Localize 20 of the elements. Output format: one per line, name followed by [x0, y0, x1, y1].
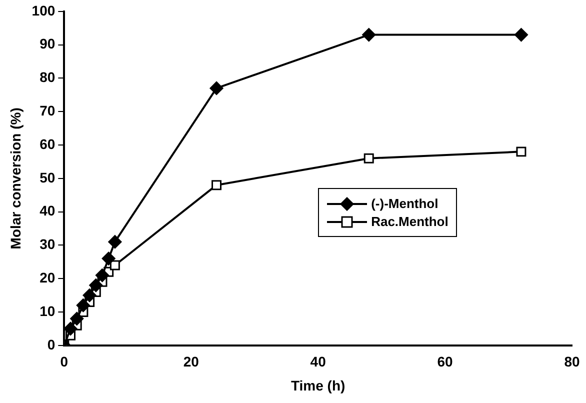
legend-label: (-)-Menthol: [371, 196, 438, 212]
y-tick-label: 90: [40, 36, 56, 52]
y-tick-label: 50: [40, 169, 56, 186]
y-axis-title: Molar conversion (%): [7, 108, 24, 250]
y-tick-label: 0: [47, 336, 56, 352]
y-tick-label: 60: [40, 136, 56, 152]
y-tick-label: 30: [40, 236, 56, 252]
y-tick-label: 20: [40, 269, 56, 286]
legend-label: Rac.Menthol: [371, 214, 448, 230]
x-tick-label: 80: [564, 354, 580, 370]
y-tick-label: 40: [40, 202, 56, 219]
x-axis-title: Time (h): [290, 377, 346, 394]
y-tick-label: 70: [40, 102, 56, 118]
x-tick-label: 60: [437, 354, 454, 370]
y-tick-label: 100: [32, 2, 56, 18]
x-tick-label: 20: [183, 354, 200, 370]
x-tick-label: 40: [310, 354, 326, 370]
y-tick-label: 10: [40, 302, 56, 319]
x-tick-label: 0: [60, 354, 68, 370]
y-tick-label: 80: [40, 69, 56, 86]
